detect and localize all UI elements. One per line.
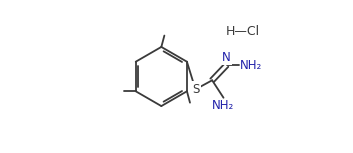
- Text: S: S: [192, 83, 199, 96]
- Text: H—Cl: H—Cl: [225, 24, 259, 37]
- Text: NH₂: NH₂: [239, 59, 262, 72]
- Text: NH₂: NH₂: [213, 99, 235, 112]
- Text: N: N: [222, 51, 231, 64]
